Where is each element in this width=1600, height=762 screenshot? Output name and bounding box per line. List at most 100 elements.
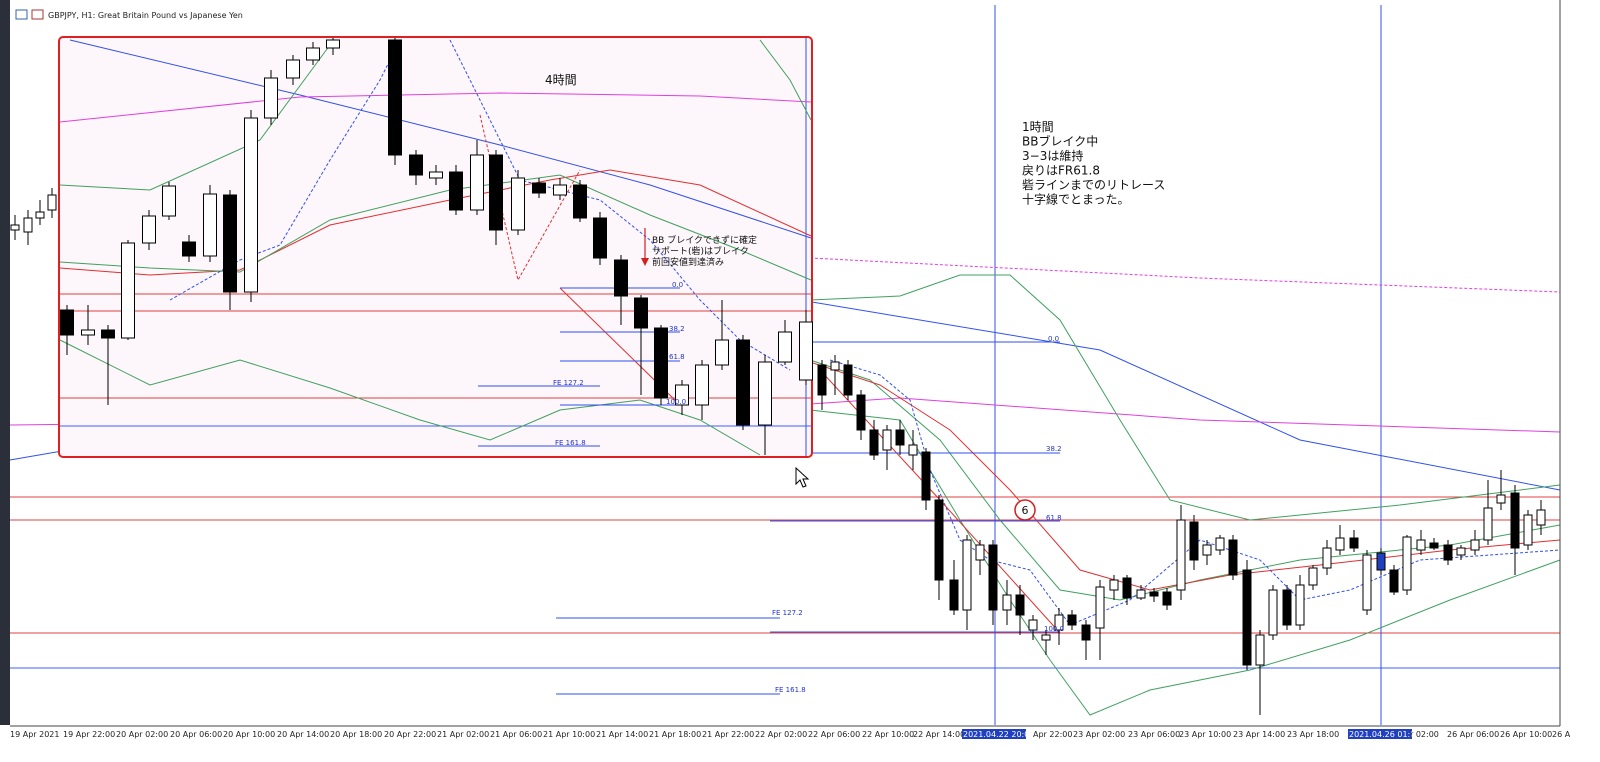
candle-body xyxy=(1389,569,1399,593)
x-tick-label: 22 Apr 10:00 xyxy=(862,730,914,739)
arrowhead xyxy=(641,258,649,266)
x-tick-label: 21 Apr 06:00 xyxy=(490,730,542,739)
candle-body xyxy=(817,364,827,396)
x-tick-label: 20 Apr 10:00 xyxy=(223,730,275,739)
candle-body xyxy=(81,329,95,336)
x-axis-area xyxy=(0,725,1600,762)
candle-body xyxy=(1162,591,1172,606)
candle-body xyxy=(23,217,33,233)
x-tick-label: 23 Apr 14:00 xyxy=(1233,730,1285,739)
candle-body xyxy=(1376,552,1386,571)
candle-body xyxy=(634,297,648,329)
candle-body xyxy=(1081,624,1091,641)
x-tick-label: 23 Apr 10:00 xyxy=(1179,730,1231,739)
candle-body xyxy=(1215,537,1225,551)
candle-body xyxy=(1362,554,1372,611)
fib-label: 0.0 xyxy=(672,281,683,289)
fib-label: 0.0 xyxy=(1048,335,1059,343)
candle-body xyxy=(1349,537,1359,549)
candle-body xyxy=(409,154,423,176)
x-tick-label: 19 Apr 22:00 xyxy=(63,730,115,739)
x-tick-label: 23 Apr 06:00 xyxy=(1128,730,1180,739)
candle-body xyxy=(843,364,853,396)
candle-body xyxy=(1054,614,1064,631)
candle-body xyxy=(223,194,237,293)
candle-body xyxy=(326,39,340,49)
candle-body xyxy=(1282,589,1292,626)
candle-body xyxy=(244,117,258,293)
candle-body xyxy=(573,184,587,219)
candle-body xyxy=(121,242,135,339)
x-tick-label: 20 Apr 06:00 xyxy=(170,730,222,739)
bb-upper xyxy=(759,39,812,121)
candle-body xyxy=(962,539,972,611)
candle-body xyxy=(553,184,567,196)
candle-body xyxy=(1308,567,1318,586)
x-tick-label: 21 Apr 18:00 xyxy=(649,730,701,739)
candle-body xyxy=(1228,539,1238,576)
candle-body xyxy=(1402,536,1412,591)
x-tick-label: 22 Apr 14:00 xyxy=(913,730,965,739)
candle-body xyxy=(949,579,959,611)
candle-body xyxy=(388,39,402,156)
bb-upper xyxy=(59,44,331,191)
fib-label: FE 127.2 xyxy=(553,379,584,387)
ma-line xyxy=(809,257,1561,293)
candle-body xyxy=(1122,577,1132,599)
fib-label: FE 161.8 xyxy=(775,686,806,694)
candle-body xyxy=(1176,519,1186,591)
x-tick-label: 22 Apr 06:00 xyxy=(808,730,860,739)
candle-body xyxy=(882,429,892,451)
x-label-highlight xyxy=(962,729,1026,739)
candle-body xyxy=(60,309,74,336)
candle-body xyxy=(47,194,57,211)
candle-body xyxy=(869,429,879,456)
candle-body xyxy=(921,451,931,501)
candle-body xyxy=(1523,514,1533,546)
fib-label: 61.8 xyxy=(1046,514,1062,522)
x-tick-label: 20 Apr 14:00 xyxy=(277,730,329,739)
annotation: 戻りはFR61.8 xyxy=(1022,164,1100,178)
candle-body xyxy=(1456,547,1466,556)
candle-body xyxy=(908,444,918,456)
candle-body xyxy=(1335,537,1345,551)
x-tick-label: 20 Apr 02:00 xyxy=(116,730,168,739)
candle-body xyxy=(203,193,217,257)
candle-body xyxy=(895,429,905,446)
annotation: 砦ラインまでのリトレース xyxy=(1022,177,1165,192)
bb-lower xyxy=(59,339,761,456)
candle-body xyxy=(1002,594,1012,611)
candle-body xyxy=(10,224,20,231)
annotation: 1時間 xyxy=(1022,120,1054,134)
annotation: 十字線でとまった。 xyxy=(1022,192,1130,207)
candle-body xyxy=(489,154,503,231)
candle-body xyxy=(593,217,607,259)
candle-body xyxy=(1496,494,1506,504)
x-tick-label: 20 Apr 22:00 xyxy=(384,730,436,739)
x-tick-label: Apr 22:00 xyxy=(1033,730,1072,739)
candle-body xyxy=(306,47,320,61)
icon xyxy=(15,9,28,20)
candle-body xyxy=(799,321,813,381)
candle-body xyxy=(1095,586,1105,629)
x-tick-label: 26 Apr 06:00 xyxy=(1447,730,1499,739)
candle-body xyxy=(1255,634,1265,666)
candle-body xyxy=(1295,584,1305,626)
candle-body xyxy=(830,361,840,371)
main-chart: 6 1時間BBブレイク中3−3は維持戻りはFR61.8砦ラインまでのリトレース十字… xyxy=(10,120,1546,715)
annotation: BBブレイク中 xyxy=(1022,134,1098,149)
marker-label: 6 xyxy=(1022,504,1029,517)
x-tick-label: 26 A xyxy=(1552,730,1571,739)
candle-body xyxy=(142,215,156,244)
candle-body xyxy=(1149,591,1159,597)
candle-body xyxy=(715,339,729,366)
x-tick-label: 20 Apr 18:00 xyxy=(330,730,382,739)
fib-label: FE 161.8 xyxy=(555,439,586,447)
candle-body xyxy=(1470,539,1480,551)
bb-lower xyxy=(809,409,1561,716)
candle-body xyxy=(1483,507,1493,541)
annotation: 前回安値到達済み xyxy=(652,256,724,268)
candle-body xyxy=(988,544,998,611)
